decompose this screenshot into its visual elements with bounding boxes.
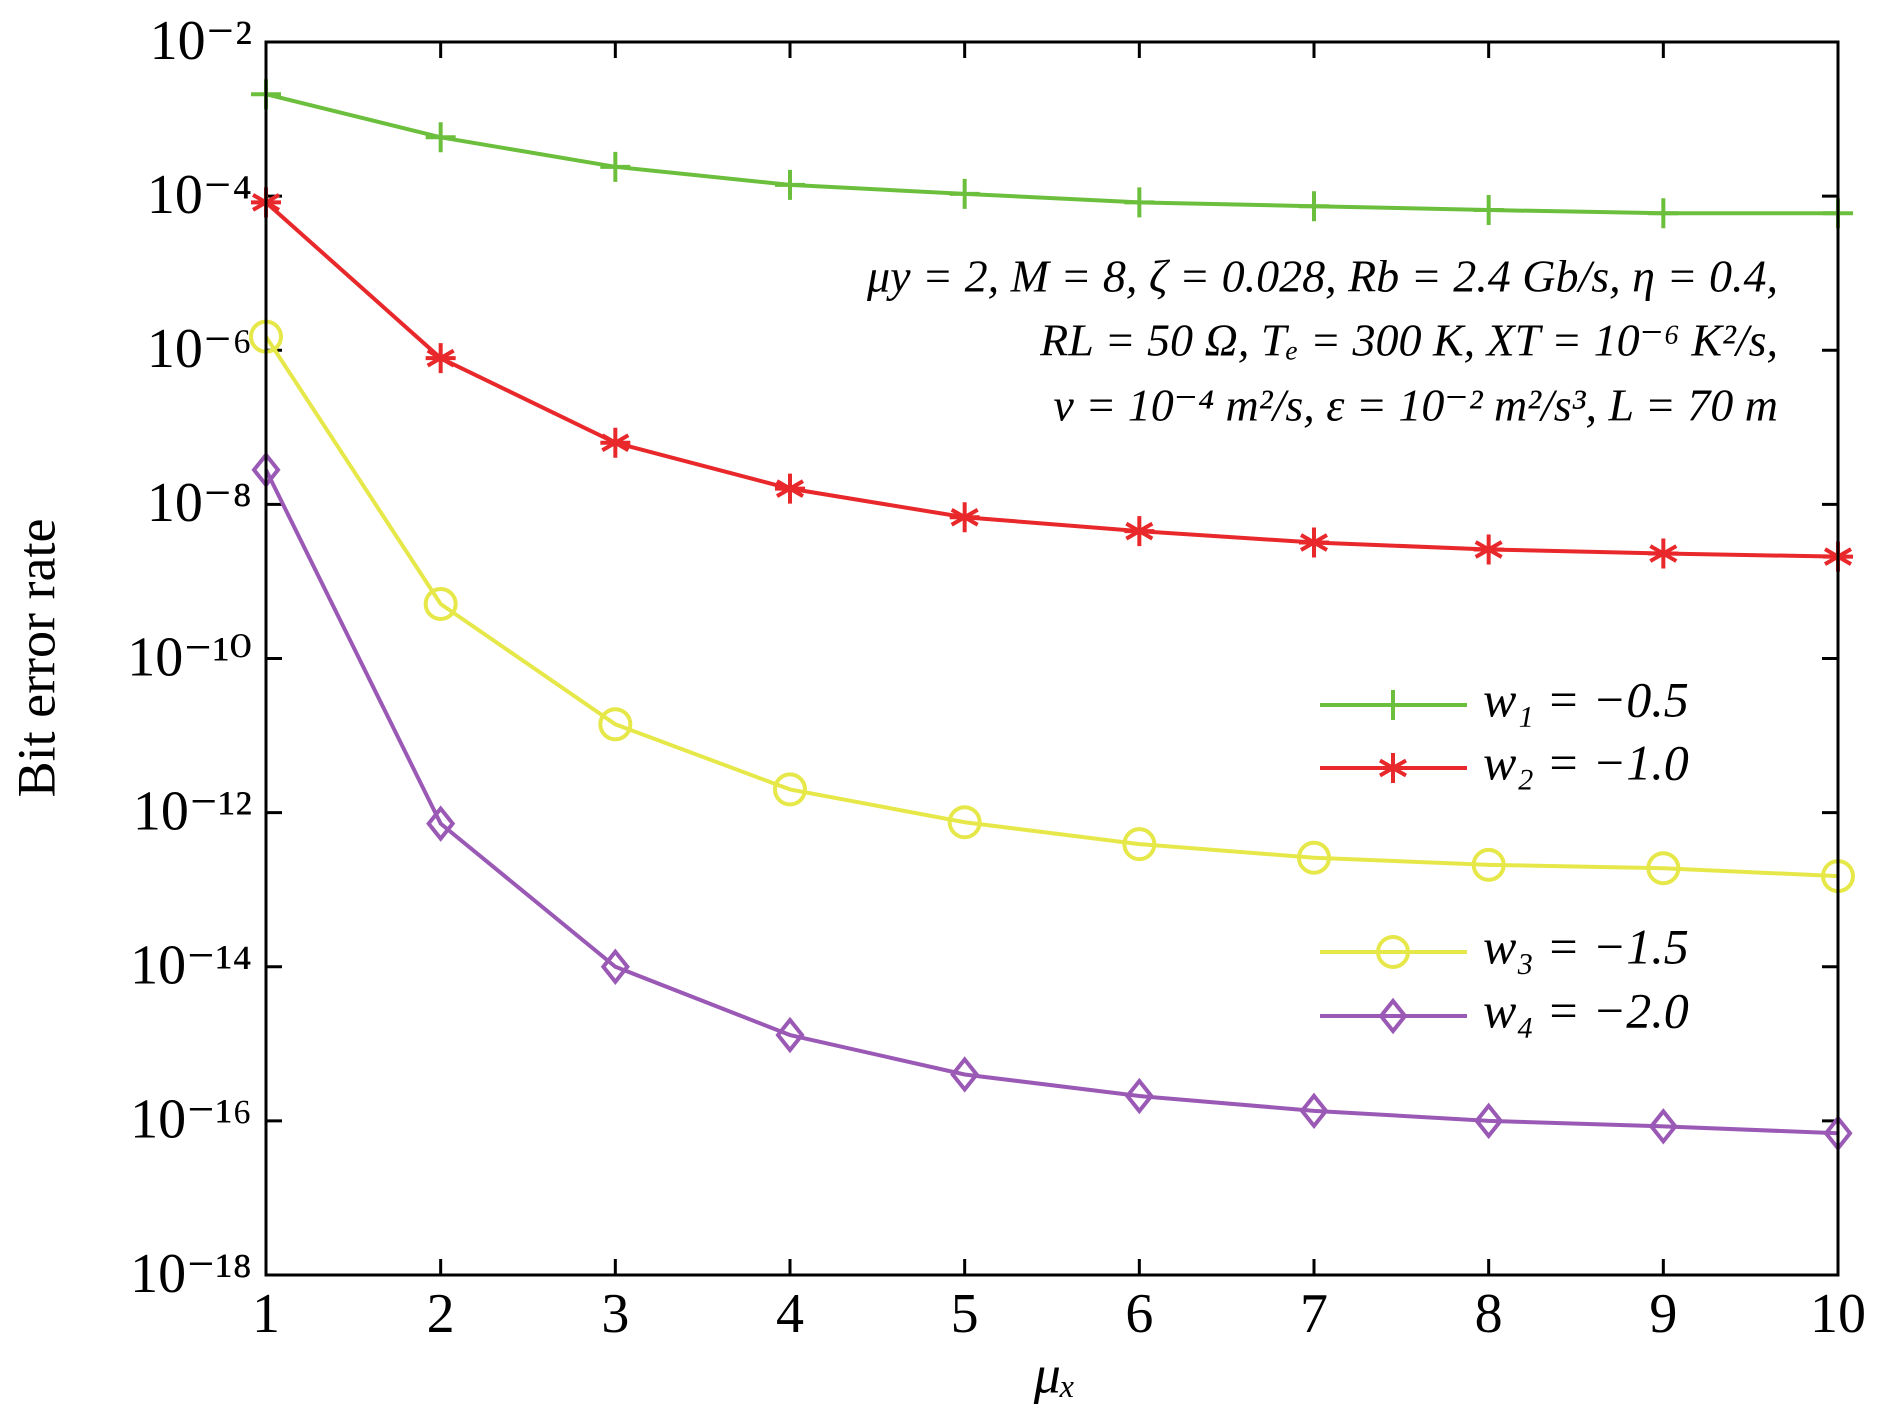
marker: [1124, 1077, 1154, 1115]
y-tick-label: 10⁻⁴: [147, 164, 252, 226]
x-tick-label: 7: [1300, 1283, 1328, 1345]
annotation: RL = 50 Ω, Tₑ = 300 K, XT = 10⁻⁶ K²/s,: [1039, 315, 1778, 366]
marker: [600, 427, 631, 458]
marker: [947, 805, 982, 840]
marker: [1471, 847, 1506, 882]
series-line: [264, 335, 1839, 879]
marker: [775, 1016, 805, 1054]
marker: [1124, 516, 1155, 547]
y-tick-label: 10⁻²: [150, 10, 252, 72]
marker: [775, 169, 805, 200]
marker: [426, 805, 456, 842]
y-tick-label: 10⁻¹⁰: [127, 626, 252, 688]
y-tick-label: 10⁻¹⁸: [130, 1243, 252, 1305]
x-tick-label: 8: [1475, 1283, 1503, 1345]
marker: [1648, 538, 1679, 569]
marker: [423, 586, 458, 621]
marker: [425, 343, 456, 374]
x-tick-label: 9: [1649, 1283, 1677, 1345]
marker: [1124, 187, 1155, 218]
x-tick-label: 10: [1810, 1283, 1866, 1345]
marker: [1473, 534, 1504, 565]
y-tick-label: 10⁻¹⁴: [130, 935, 252, 997]
annotation: μy = 2, M = 8, ζ = 0.028, Rb = 2.4 Gb/s,…: [866, 251, 1778, 302]
x-tick-label: 1: [252, 1283, 280, 1345]
series-line: [264, 469, 1839, 1136]
marker: [1297, 840, 1331, 875]
y-axis-label: Bit error rate: [6, 519, 66, 798]
legend-symbol: [1378, 753, 1408, 783]
legend-label: w₂ = −1.0: [1483, 734, 1689, 790]
legend-symbol: [1376, 935, 1410, 969]
legend-label: w₁ = −0.5: [1483, 671, 1689, 727]
plot-frame: [264, 40, 1840, 1277]
series-line: [265, 92, 1838, 216]
marker: [1299, 191, 1329, 222]
x-tick-label: 4: [776, 1283, 804, 1345]
marker: [1299, 1092, 1329, 1130]
legend-label: w₄ = −2.0: [1483, 982, 1689, 1038]
series-line: [264, 200, 1839, 559]
marker: [949, 502, 980, 533]
marker: [600, 948, 630, 985]
annotation: v = 10⁻⁴ m²/s, ε = 10⁻² m²/s³, L = 70 m: [1053, 380, 1778, 431]
legend-symbol: [1378, 690, 1408, 720]
x-tick-label: 2: [427, 1283, 455, 1345]
marker: [1299, 527, 1329, 558]
x-tick-label: 5: [951, 1283, 979, 1345]
marker: [600, 151, 631, 182]
marker: [598, 707, 633, 742]
marker: [1473, 195, 1504, 226]
y-tick-label: 10⁻⁸: [147, 472, 252, 534]
x-tick-label: 6: [1125, 1283, 1153, 1345]
legend-label: w₃ = −1.5: [1483, 918, 1689, 974]
y-tick-label: 10⁻⁶: [147, 318, 252, 380]
y-tick-label: 10⁻¹²: [133, 780, 252, 842]
marker: [1648, 1108, 1678, 1145]
marker: [1646, 851, 1681, 886]
marker: [950, 1056, 980, 1093]
marker: [1122, 827, 1157, 862]
x-axis-label: μₓ: [1033, 1344, 1076, 1404]
marker: [1648, 198, 1679, 229]
y-tick-label: 10⁻¹⁶: [130, 1089, 252, 1151]
legend-symbol: [1378, 997, 1408, 1035]
marker: [775, 473, 805, 504]
x-tick-label: 3: [601, 1283, 629, 1345]
marker: [773, 772, 807, 807]
marker: [1474, 1102, 1504, 1140]
marker: [949, 178, 980, 209]
marker: [425, 122, 456, 153]
